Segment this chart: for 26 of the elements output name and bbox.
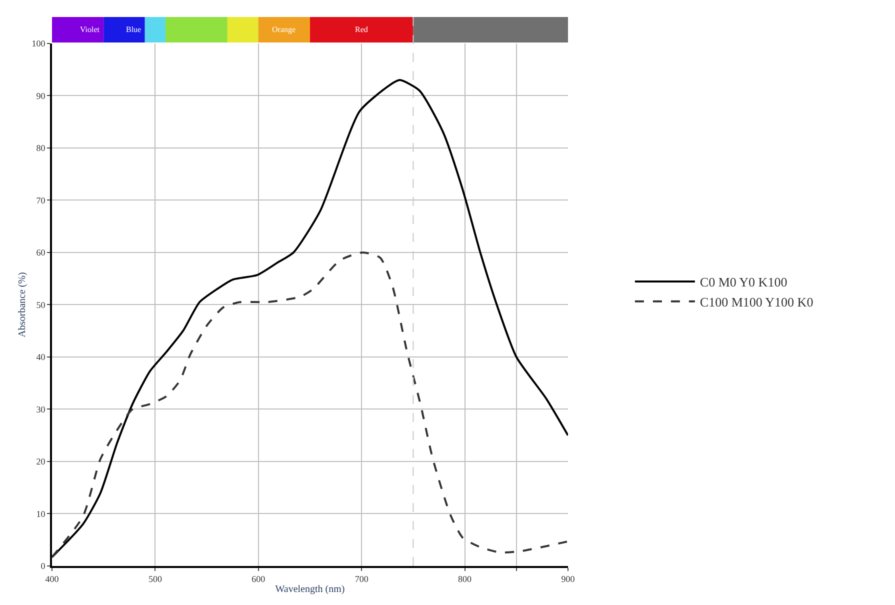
y-tick-label: 30 — [36, 404, 46, 414]
y-tick-label: 80 — [36, 143, 46, 154]
text: Red — [355, 25, 368, 34]
legend-label: C0 M0 Y0 K100 — [700, 274, 788, 290]
y-tick-label: 90 — [36, 90, 46, 101]
y-tick-label: 50 — [36, 300, 46, 310]
x-tick-label: 400 — [45, 574, 60, 584]
x-tick-label: 900 — [561, 574, 576, 584]
y-tick-label: 60 — [36, 248, 46, 258]
y-tick-label: 70 — [36, 195, 46, 206]
x-tick-label: 500 — [148, 574, 162, 584]
y-axis-title: Absorbance (%) — [17, 272, 28, 338]
y-tick-label: 100 — [32, 38, 46, 49]
x-axis-title: Wavelength (nm) — [275, 584, 345, 595]
text: Blue — [126, 25, 142, 34]
x-tick-label: 800 — [458, 574, 472, 584]
x-tick-label: 600 — [252, 574, 266, 584]
y-tick-label: 20 — [36, 456, 46, 467]
y-tick-label: 40 — [36, 352, 46, 362]
legend-label: C100 M100 Y100 K0 — [700, 294, 814, 310]
x-tick-label: 700 — [354, 574, 369, 584]
text: Orange — [272, 25, 296, 34]
y-tick-label: 0 — [40, 561, 46, 572]
y-tick-label: 10 — [36, 508, 46, 519]
text: Violet — [80, 25, 100, 34]
line-series — [52, 251, 568, 558]
